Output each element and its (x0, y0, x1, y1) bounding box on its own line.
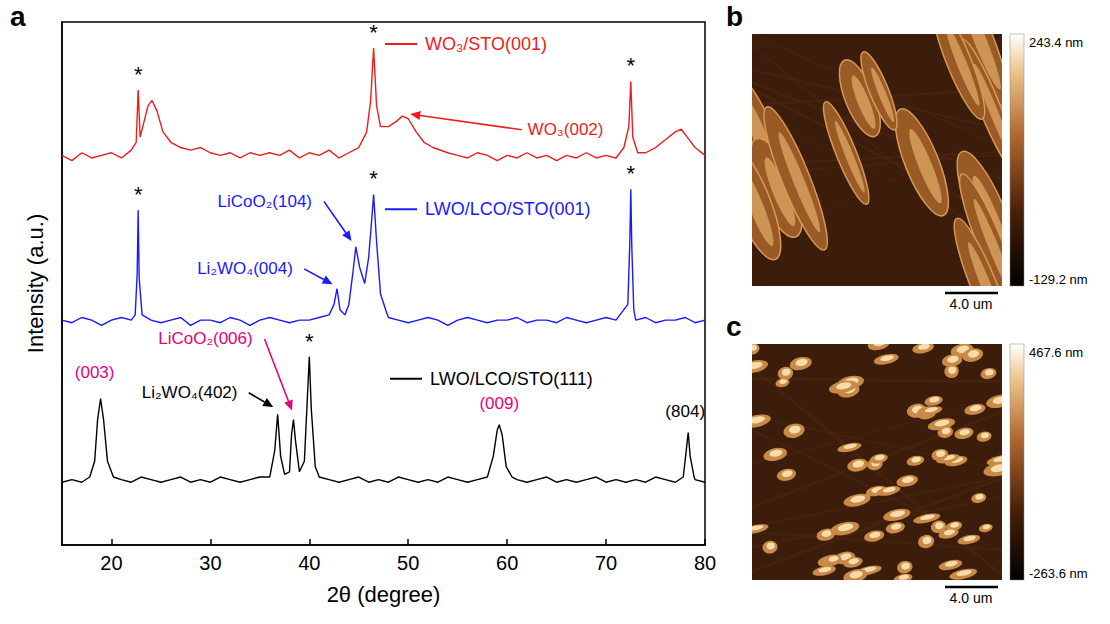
svg-text:*: * (369, 20, 378, 45)
svg-text:WO₃/STO(001): WO₃/STO(001) (425, 34, 547, 54)
svg-text:LWO/LCO/STO(111): LWO/LCO/STO(111) (430, 369, 593, 389)
svg-text:80: 80 (694, 552, 716, 574)
svg-text:LiCoO₂(006): LiCoO₂(006) (158, 329, 252, 348)
svg-text:60: 60 (496, 552, 518, 574)
svg-text:*: * (627, 53, 636, 78)
svg-text:*: * (627, 161, 636, 186)
svg-text:-129.2 nm: -129.2 nm (1029, 272, 1088, 287)
svg-text:b: b (726, 1, 743, 32)
svg-text:*: * (369, 166, 378, 191)
svg-text:(003): (003) (75, 363, 115, 382)
svg-text:243.4 nm: 243.4 nm (1029, 35, 1083, 50)
svg-text:*: * (134, 182, 143, 207)
svg-text:4.0 um: 4.0 um (950, 296, 993, 312)
svg-text:20: 20 (100, 552, 122, 574)
svg-text:(804): (804) (665, 402, 705, 421)
svg-text:30: 30 (199, 552, 221, 574)
svg-text:(009): (009) (479, 394, 519, 413)
svg-text:Intensity (a.u.): Intensity (a.u.) (23, 214, 48, 353)
svg-text:c: c (726, 311, 742, 342)
svg-text:4.0 um: 4.0 um (950, 590, 993, 606)
svg-text:Li₂WO₄(402): Li₂WO₄(402) (142, 383, 238, 402)
svg-text:2θ (degree): 2θ (degree) (327, 582, 441, 607)
svg-text:-263.6 nm: -263.6 nm (1029, 566, 1088, 581)
svg-text:40: 40 (298, 552, 320, 574)
svg-text:50: 50 (397, 552, 419, 574)
svg-text:467.6 nm: 467.6 nm (1029, 345, 1083, 360)
svg-text:*: * (134, 62, 143, 87)
svg-text:LWO/LCO/STO(001): LWO/LCO/STO(001) (425, 199, 590, 219)
svg-text:WO₃(002): WO₃(002) (528, 120, 604, 139)
svg-text:LiCoO₂(104): LiCoO₂(104) (218, 192, 312, 211)
svg-text:a: a (10, 1, 26, 32)
svg-text:*: * (305, 329, 314, 354)
svg-text:Li₂WO₄(004): Li₂WO₄(004) (197, 259, 293, 278)
svg-text:70: 70 (595, 552, 617, 574)
